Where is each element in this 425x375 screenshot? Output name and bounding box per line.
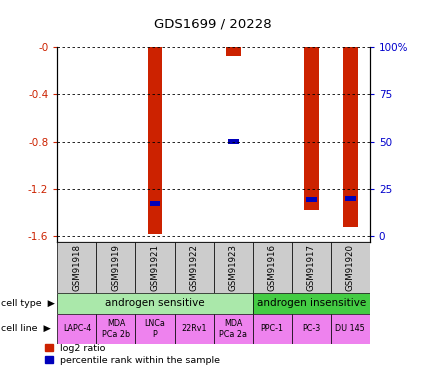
Text: GSM91919: GSM91919 bbox=[111, 244, 120, 291]
Bar bbox=[252, 242, 292, 293]
Text: DU 145: DU 145 bbox=[335, 324, 365, 333]
Text: PPC-1: PPC-1 bbox=[261, 324, 283, 333]
Bar bbox=[57, 314, 96, 344]
Bar bbox=[150, 201, 161, 206]
Bar bbox=[331, 242, 370, 293]
Bar bbox=[343, 47, 358, 227]
Text: GSM91922: GSM91922 bbox=[190, 244, 198, 291]
Bar bbox=[96, 314, 136, 344]
Bar bbox=[292, 314, 331, 344]
Text: cell type  ▶: cell type ▶ bbox=[1, 298, 55, 307]
Text: MDA
PCa 2a: MDA PCa 2a bbox=[219, 319, 247, 339]
Bar bbox=[213, 242, 252, 293]
Text: LNCa
P: LNCa P bbox=[144, 319, 165, 339]
Bar bbox=[57, 293, 252, 314]
Bar bbox=[228, 139, 238, 144]
Bar bbox=[226, 47, 241, 56]
Bar bbox=[304, 47, 319, 210]
Text: GSM91916: GSM91916 bbox=[268, 244, 277, 291]
Bar bbox=[175, 242, 213, 293]
Bar bbox=[213, 314, 252, 344]
Bar bbox=[175, 314, 213, 344]
Text: 22Rv1: 22Rv1 bbox=[181, 324, 207, 333]
Text: GSM91920: GSM91920 bbox=[346, 244, 355, 291]
Text: GSM91917: GSM91917 bbox=[307, 244, 316, 291]
Text: GSM91921: GSM91921 bbox=[150, 244, 159, 291]
Text: GSM91923: GSM91923 bbox=[229, 244, 238, 291]
Bar bbox=[147, 47, 162, 234]
Bar bbox=[252, 314, 292, 344]
Bar bbox=[306, 197, 317, 202]
Text: androgen sensitive: androgen sensitive bbox=[105, 298, 205, 308]
Bar bbox=[292, 242, 331, 293]
Bar bbox=[331, 314, 370, 344]
Bar bbox=[96, 242, 136, 293]
Text: LAPC-4: LAPC-4 bbox=[63, 324, 91, 333]
Text: androgen insensitive: androgen insensitive bbox=[257, 298, 366, 308]
Text: GDS1699 / 20228: GDS1699 / 20228 bbox=[154, 18, 271, 31]
Bar bbox=[57, 242, 96, 293]
Bar bbox=[136, 242, 175, 293]
Legend: log2 ratio, percentile rank within the sample: log2 ratio, percentile rank within the s… bbox=[45, 344, 220, 364]
Bar bbox=[252, 293, 370, 314]
Text: GSM91918: GSM91918 bbox=[72, 244, 82, 291]
Text: MDA
PCa 2b: MDA PCa 2b bbox=[102, 319, 130, 339]
Text: PC-3: PC-3 bbox=[302, 324, 320, 333]
Text: cell line  ▶: cell line ▶ bbox=[1, 324, 51, 333]
Bar bbox=[345, 196, 356, 201]
Bar bbox=[136, 314, 175, 344]
